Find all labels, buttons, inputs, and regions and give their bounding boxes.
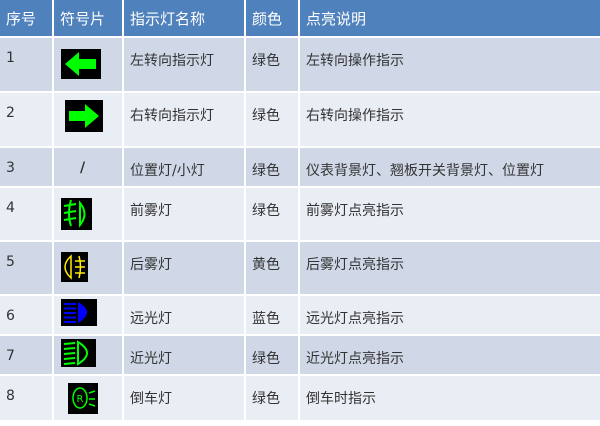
indicator-color: 绿色 xyxy=(246,38,298,91)
header-row: 序号 符号片 指示灯名称 颜色 点亮说明 xyxy=(0,0,600,36)
indicator-description: 前雾灯点亮指示 xyxy=(300,188,600,240)
indicator-color: 黄色 xyxy=(246,242,298,294)
header-cell: 序号 xyxy=(0,0,52,36)
indicator-description: 后雾灯点亮指示 xyxy=(300,242,600,294)
row-number: 4 xyxy=(0,188,52,240)
indicator-name: 近光灯 xyxy=(124,336,244,374)
table-row: 1 左转向指示灯 绿色 左转向操作指示 xyxy=(0,38,600,91)
indicator-color: 绿色 xyxy=(246,188,298,240)
indicator-name: 倒车灯 xyxy=(124,376,244,420)
indicator-description: 倒车时指示 xyxy=(300,376,600,420)
indicator-name: 远光灯 xyxy=(124,296,244,334)
rear-fog-lamp-icon xyxy=(61,252,88,282)
table-row: 5 后雾灯 黄色 后雾灯点亮指示 xyxy=(0,242,600,294)
row-number: 1 xyxy=(0,38,52,91)
header-cell: 符号片 xyxy=(54,0,122,36)
high-beam-icon xyxy=(61,299,97,326)
indicator-description: 仪表背景灯、翘板开关背景灯、位置灯 xyxy=(300,148,600,186)
indicator-name: 位置灯/小灯 xyxy=(124,148,244,186)
row-number: 5 xyxy=(0,242,52,294)
row-number: 3 xyxy=(0,148,52,186)
indicator-name: 前雾灯 xyxy=(124,188,244,240)
indicator-name: 左转向指示灯 xyxy=(124,38,244,91)
low-beam-icon xyxy=(61,339,96,367)
row-number: 2 xyxy=(0,93,52,146)
indicator-color: 绿色 xyxy=(246,148,298,186)
indicator-description: 近光灯点亮指示 xyxy=(300,336,600,374)
front-fog-lamp-icon xyxy=(61,198,92,230)
svg-text:R: R xyxy=(77,394,84,405)
left-turn-arrow-icon xyxy=(61,49,101,79)
indicator-color: 蓝色 xyxy=(246,296,298,334)
symbol-text: / xyxy=(54,148,122,186)
indicator-color: 绿色 xyxy=(246,93,298,146)
indicator-description: 远光灯点亮指示 xyxy=(300,296,600,334)
table-row: 6 远光灯 蓝色 远光灯点亮指示 xyxy=(0,296,600,334)
table-row: 3 / 位置灯/小灯 绿色 仪表背景灯、翘板开关背景灯、位置灯 xyxy=(0,148,600,186)
header-cell: 指示灯名称 xyxy=(124,0,244,36)
indicator-name: 右转向指示灯 xyxy=(124,93,244,146)
right-turn-arrow-icon xyxy=(65,100,103,132)
table-row: 7 近光灯 绿色 近光灯点亮指示 xyxy=(0,336,600,374)
row-number: 7 xyxy=(0,336,52,374)
header-cell: 颜色 xyxy=(246,0,298,36)
reverse-lamp-icon: R xyxy=(68,383,98,414)
row-number: 6 xyxy=(0,296,52,334)
indicator-color: 绿色 xyxy=(246,336,298,374)
indicator-name: 后雾灯 xyxy=(124,242,244,294)
indicator-color: 绿色 xyxy=(246,376,298,420)
header-cell: 点亮说明 xyxy=(300,0,600,36)
row-number: 8 xyxy=(0,376,52,420)
table-row: 4 前雾灯 绿色 前雾灯点亮指示 xyxy=(0,188,600,240)
indicator-description: 左转向操作指示 xyxy=(300,38,600,91)
table-row: 2 右转向指示灯 绿色 右转向操作指示 xyxy=(0,93,600,146)
table-row: 8 R 倒车灯 绿色 倒车时指示 xyxy=(0,376,600,420)
indicator-description: 右转向操作指示 xyxy=(300,93,600,146)
